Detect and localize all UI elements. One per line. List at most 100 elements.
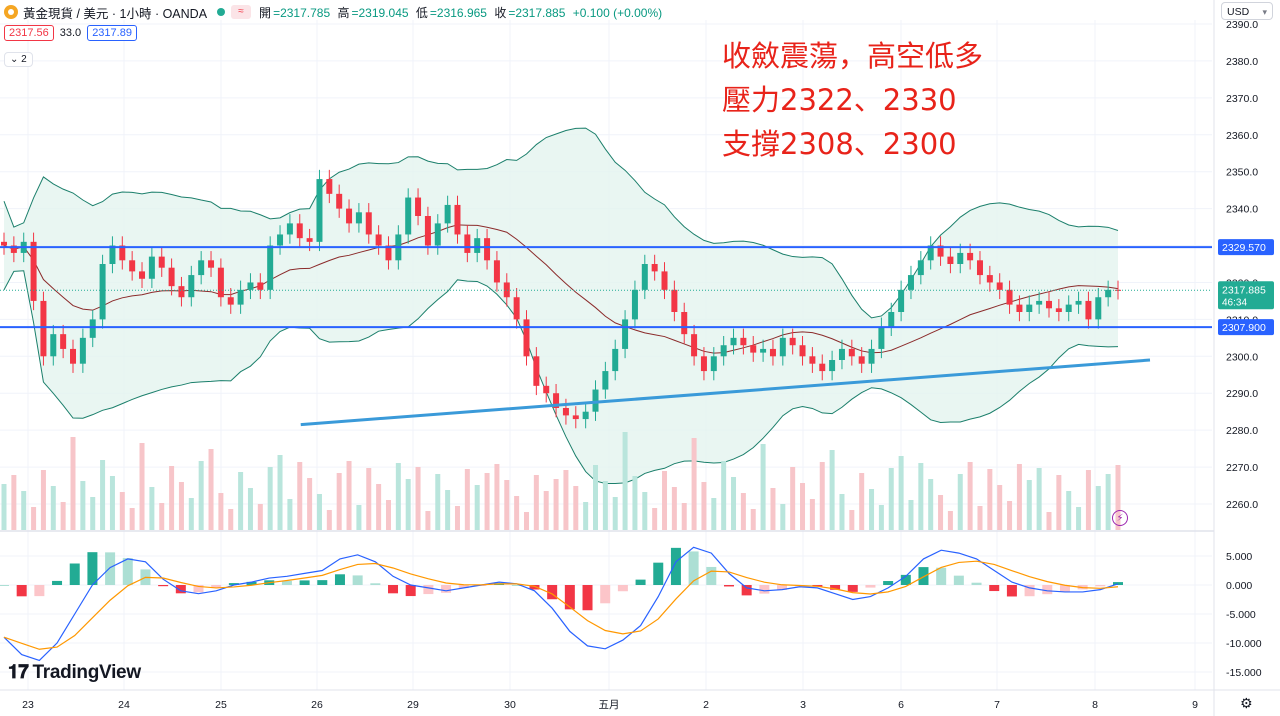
trade-buttons: 2317.56 33.0 2317.89 (4, 25, 137, 41)
gold-logo-icon (4, 5, 18, 19)
volume-bar (307, 478, 313, 530)
open-value: =2317.785 (273, 5, 331, 20)
macd-histogram-bar (87, 552, 98, 585)
symbol-name[interactable]: 黃金現貨 / 美元 · 1小時 · OANDA (23, 6, 208, 21)
macd-histogram-bar (971, 582, 982, 585)
volume-bar (543, 491, 549, 530)
volume-bar (385, 500, 391, 530)
volume-bar (247, 488, 253, 530)
candle-body (148, 256, 155, 279)
candle-body (769, 348, 776, 357)
bollinger-upper-line (3, 127, 1119, 319)
y-tick-label: 2290.0 (1226, 388, 1258, 400)
symbol-header[interactable]: 黃金現貨 / 美元 · 1小時 · OANDA ≈ 開 =2317.785 高 =2… (4, 3, 666, 21)
volume-bar (445, 490, 451, 530)
macd-tick-label: 0.000 (1226, 580, 1252, 592)
candle-body (158, 256, 165, 268)
x-tick-label: 9 (1192, 699, 1198, 711)
x-tick-label: 五月 (599, 699, 620, 711)
candle-body (986, 275, 993, 283)
candle-body (415, 197, 422, 216)
volume-bar (1095, 486, 1101, 530)
candle-body (316, 179, 323, 242)
volume-bar (425, 511, 431, 530)
candle-body (868, 348, 875, 364)
macd-histogram-bar (883, 581, 894, 585)
settings-gear-icon[interactable]: ⚙ (1240, 695, 1253, 711)
macd-tick-label: -10.000 (1226, 638, 1262, 650)
volume-bar (188, 498, 194, 530)
candle-body (1036, 300, 1043, 305)
macd-histogram-bar (706, 566, 717, 585)
macd-histogram-bar (228, 583, 239, 585)
spread-value: 33.0 (59, 27, 82, 39)
candle-body (267, 245, 274, 290)
macd-histogram-bar (352, 575, 363, 585)
volume-bar (326, 510, 332, 530)
volume-bar (218, 493, 224, 530)
volume-bar (297, 462, 303, 530)
currency-select[interactable]: USD ▾ (1221, 2, 1273, 20)
signal-line (3, 560, 1119, 650)
volume-bar (228, 509, 234, 530)
candle-body (424, 216, 431, 246)
volume-bar (1076, 507, 1082, 530)
volume-bar (1026, 480, 1032, 530)
chevron-down-icon: ▾ (1262, 7, 1267, 17)
buy-button[interactable]: 2317.89 (87, 25, 137, 41)
candle-body (129, 260, 136, 272)
volume-bar (967, 462, 973, 530)
volume-bar (287, 499, 293, 530)
candle-body (306, 238, 313, 242)
volume-bar (267, 467, 273, 530)
candle-body (188, 275, 195, 298)
annotation-line-3: 支撐2308、2300 (722, 127, 957, 161)
macd-histogram-bar (441, 585, 452, 593)
tradingview-logo[interactable]: 𝟏𝟕 TradingView (8, 662, 141, 683)
volume-bar (336, 473, 342, 530)
volume-bar (928, 479, 934, 530)
candle-body (730, 337, 737, 346)
x-tick-label: 24 (118, 699, 130, 711)
volume-bar (70, 437, 76, 530)
indicator-collapse-button[interactable]: ⌄ 2 (4, 52, 33, 67)
volume-bar (947, 511, 953, 530)
volume-bar (356, 505, 362, 530)
volume-bar (50, 486, 56, 530)
lightning-icon[interactable]: ⚡ (1112, 510, 1128, 526)
x-tick-label: 23 (22, 699, 34, 711)
candle-body (898, 289, 905, 312)
macd-histogram-bar (281, 580, 292, 585)
change-value: +0.100 (+0.00%) (572, 5, 663, 20)
volume-bar (100, 460, 106, 530)
sell-button[interactable]: 2317.56 (4, 25, 54, 41)
candle-body (651, 264, 658, 272)
x-tick-label: 6 (898, 699, 904, 711)
macd-histogram-bar (865, 585, 876, 588)
candle-body (523, 319, 530, 357)
macd-histogram-bar (547, 585, 558, 600)
candle-body (503, 282, 510, 298)
macd-histogram-bar (723, 585, 734, 587)
volume-bar (1016, 464, 1022, 530)
volume-bar (169, 466, 175, 530)
y-tick-label: 2350.0 (1226, 167, 1258, 179)
candle-body (661, 271, 668, 290)
candle-body (286, 223, 293, 235)
candle-body (829, 360, 836, 372)
candle-body (30, 241, 37, 301)
volume-bar (691, 438, 697, 530)
candle-body (622, 319, 629, 349)
macd-histogram-bar (847, 585, 858, 592)
macd-histogram-bar (1095, 585, 1106, 587)
volume-bar (583, 502, 589, 530)
volume-bar (957, 474, 963, 530)
candle-body (444, 204, 451, 224)
wave-icon[interactable]: ≈ (231, 5, 252, 19)
macd-histogram-bar (653, 562, 664, 585)
candle-body (927, 245, 934, 261)
volume-bar (731, 477, 737, 530)
macd-histogram-bar (1059, 585, 1070, 592)
candle-body (178, 286, 185, 298)
